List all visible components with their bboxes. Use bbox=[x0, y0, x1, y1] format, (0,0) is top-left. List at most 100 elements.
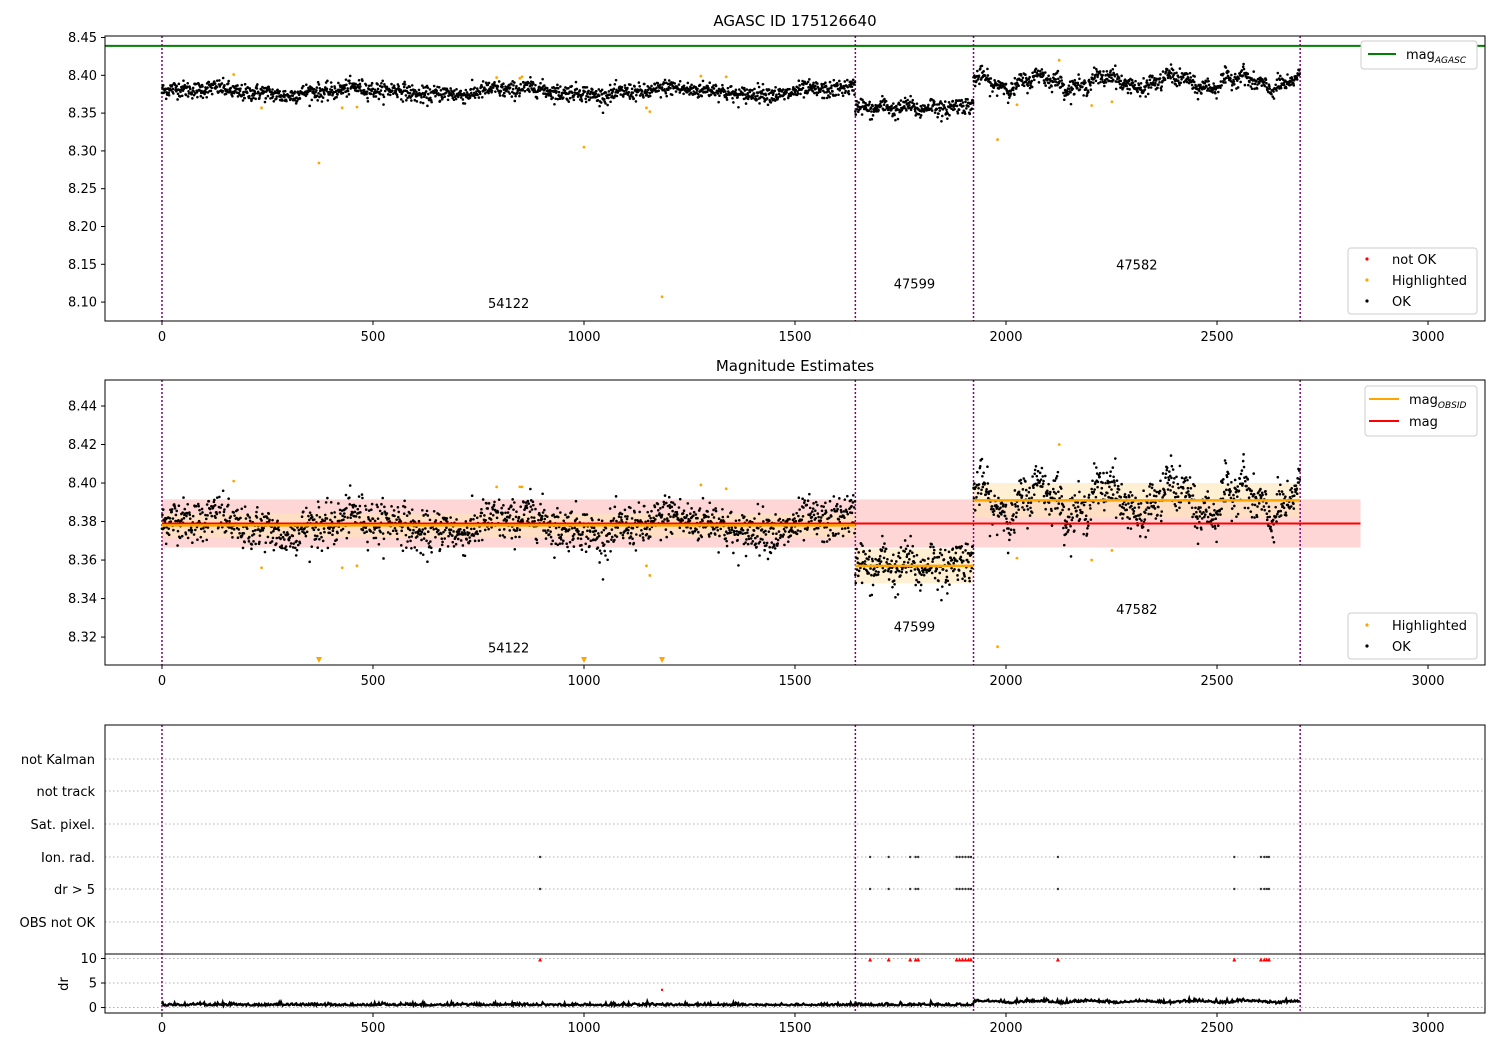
ok-point bbox=[764, 93, 768, 97]
ok-point bbox=[438, 548, 442, 551]
ok-point bbox=[240, 507, 244, 511]
ok-point bbox=[879, 560, 883, 563]
ok-point bbox=[437, 513, 441, 516]
ok-point bbox=[1149, 74, 1152, 77]
ok-point bbox=[181, 511, 184, 514]
ok-point bbox=[1008, 533, 1012, 536]
ok-point bbox=[167, 533, 171, 537]
ok-point bbox=[671, 501, 675, 504]
ok-point bbox=[656, 81, 660, 85]
ok-point bbox=[397, 515, 400, 519]
ok-point bbox=[1160, 88, 1163, 92]
ok-point bbox=[237, 528, 241, 531]
ok-point bbox=[873, 567, 876, 570]
ok-point bbox=[881, 534, 884, 538]
ok-point bbox=[596, 99, 600, 102]
ok-point bbox=[1211, 91, 1215, 94]
ok-point bbox=[877, 108, 880, 112]
ok-point bbox=[210, 514, 214, 518]
ok-point bbox=[1067, 528, 1070, 532]
ok-point bbox=[1160, 85, 1164, 88]
ok-point bbox=[864, 552, 867, 556]
ok-point bbox=[203, 530, 206, 533]
ok-point bbox=[555, 90, 558, 93]
ok-point bbox=[954, 551, 958, 555]
ok-point bbox=[176, 92, 180, 96]
ok-point bbox=[955, 559, 959, 563]
ok-point bbox=[859, 542, 863, 546]
ok-point bbox=[956, 574, 959, 577]
ok-point bbox=[906, 561, 910, 564]
ok-point bbox=[986, 482, 990, 485]
ok-point bbox=[774, 513, 777, 516]
ok-point bbox=[689, 512, 692, 516]
ok-point bbox=[650, 84, 653, 88]
ok-point bbox=[1047, 74, 1050, 78]
ok-point bbox=[1024, 76, 1028, 80]
ok-point bbox=[940, 598, 943, 602]
ok-point bbox=[402, 512, 406, 515]
ok-point bbox=[928, 568, 932, 572]
ok-point bbox=[1241, 74, 1245, 77]
ok-point bbox=[545, 86, 549, 90]
ok-point bbox=[498, 91, 501, 95]
ok-point bbox=[644, 88, 647, 92]
ok-point bbox=[586, 537, 590, 540]
ok-point bbox=[235, 516, 238, 520]
ok-point bbox=[522, 513, 526, 517]
ok-point bbox=[828, 499, 832, 503]
ok-point bbox=[863, 560, 867, 563]
ok-point bbox=[698, 507, 702, 510]
ok-point bbox=[933, 111, 937, 114]
ok-point bbox=[370, 502, 374, 506]
ok-point bbox=[205, 503, 209, 506]
ok-point bbox=[681, 519, 685, 522]
ok-point bbox=[852, 506, 856, 509]
ok-point bbox=[528, 84, 532, 88]
highlighted-point bbox=[660, 295, 664, 299]
ok-point bbox=[196, 95, 199, 99]
ok-point bbox=[622, 89, 626, 93]
ok-point bbox=[410, 84, 414, 87]
ok-point bbox=[705, 515, 708, 518]
ok-point bbox=[566, 545, 569, 549]
ok-point bbox=[252, 96, 255, 100]
ok-point bbox=[531, 88, 534, 92]
ok-point bbox=[1295, 78, 1299, 81]
ok-point bbox=[919, 114, 923, 117]
ok-point bbox=[600, 519, 604, 523]
ok-point bbox=[894, 118, 897, 122]
ok-point bbox=[349, 516, 352, 519]
ok-point bbox=[379, 92, 382, 96]
ok-point bbox=[226, 503, 230, 507]
ok-point bbox=[554, 542, 558, 545]
highlighted-point bbox=[648, 110, 652, 113]
ok-point bbox=[762, 88, 765, 92]
ok-point bbox=[632, 541, 636, 545]
ok-point bbox=[729, 85, 733, 88]
ok-point bbox=[1048, 513, 1051, 516]
ok-point bbox=[1298, 72, 1302, 76]
ok-point bbox=[913, 573, 917, 576]
ok-point bbox=[351, 511, 355, 514]
ok-point bbox=[172, 92, 175, 95]
ok-point bbox=[932, 551, 936, 555]
ok-point bbox=[399, 520, 403, 523]
ok-point bbox=[987, 492, 991, 496]
ok-point bbox=[489, 518, 493, 521]
ok-point bbox=[963, 575, 966, 578]
ok-point bbox=[887, 578, 891, 581]
ok-point bbox=[1032, 78, 1036, 82]
ok-point bbox=[806, 80, 810, 84]
ok-point bbox=[713, 527, 716, 531]
ok-point bbox=[821, 513, 825, 517]
ok-point bbox=[973, 84, 977, 88]
ok-point bbox=[1062, 543, 1066, 547]
ok-point bbox=[1065, 526, 1068, 529]
ok-point bbox=[510, 536, 514, 540]
ok-point bbox=[829, 528, 832, 532]
ok-point bbox=[855, 568, 859, 571]
ok-point bbox=[823, 91, 826, 94]
ok-point bbox=[630, 87, 634, 91]
ok-point bbox=[244, 87, 248, 91]
